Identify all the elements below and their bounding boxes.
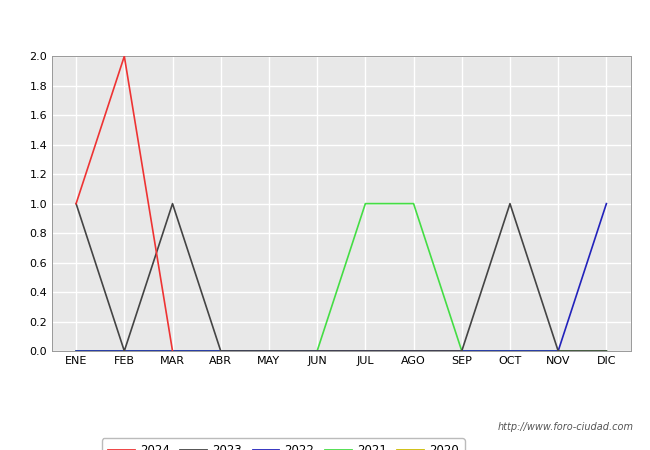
Text: Matriculaciones de Vehiculos en Algodre: Matriculaciones de Vehiculos en Algodre [157, 14, 493, 33]
Text: http://www.foro-ciudad.com: http://www.foro-ciudad.com [498, 422, 634, 432]
Legend: 2024, 2023, 2022, 2021, 2020: 2024, 2023, 2022, 2021, 2020 [102, 438, 465, 450]
